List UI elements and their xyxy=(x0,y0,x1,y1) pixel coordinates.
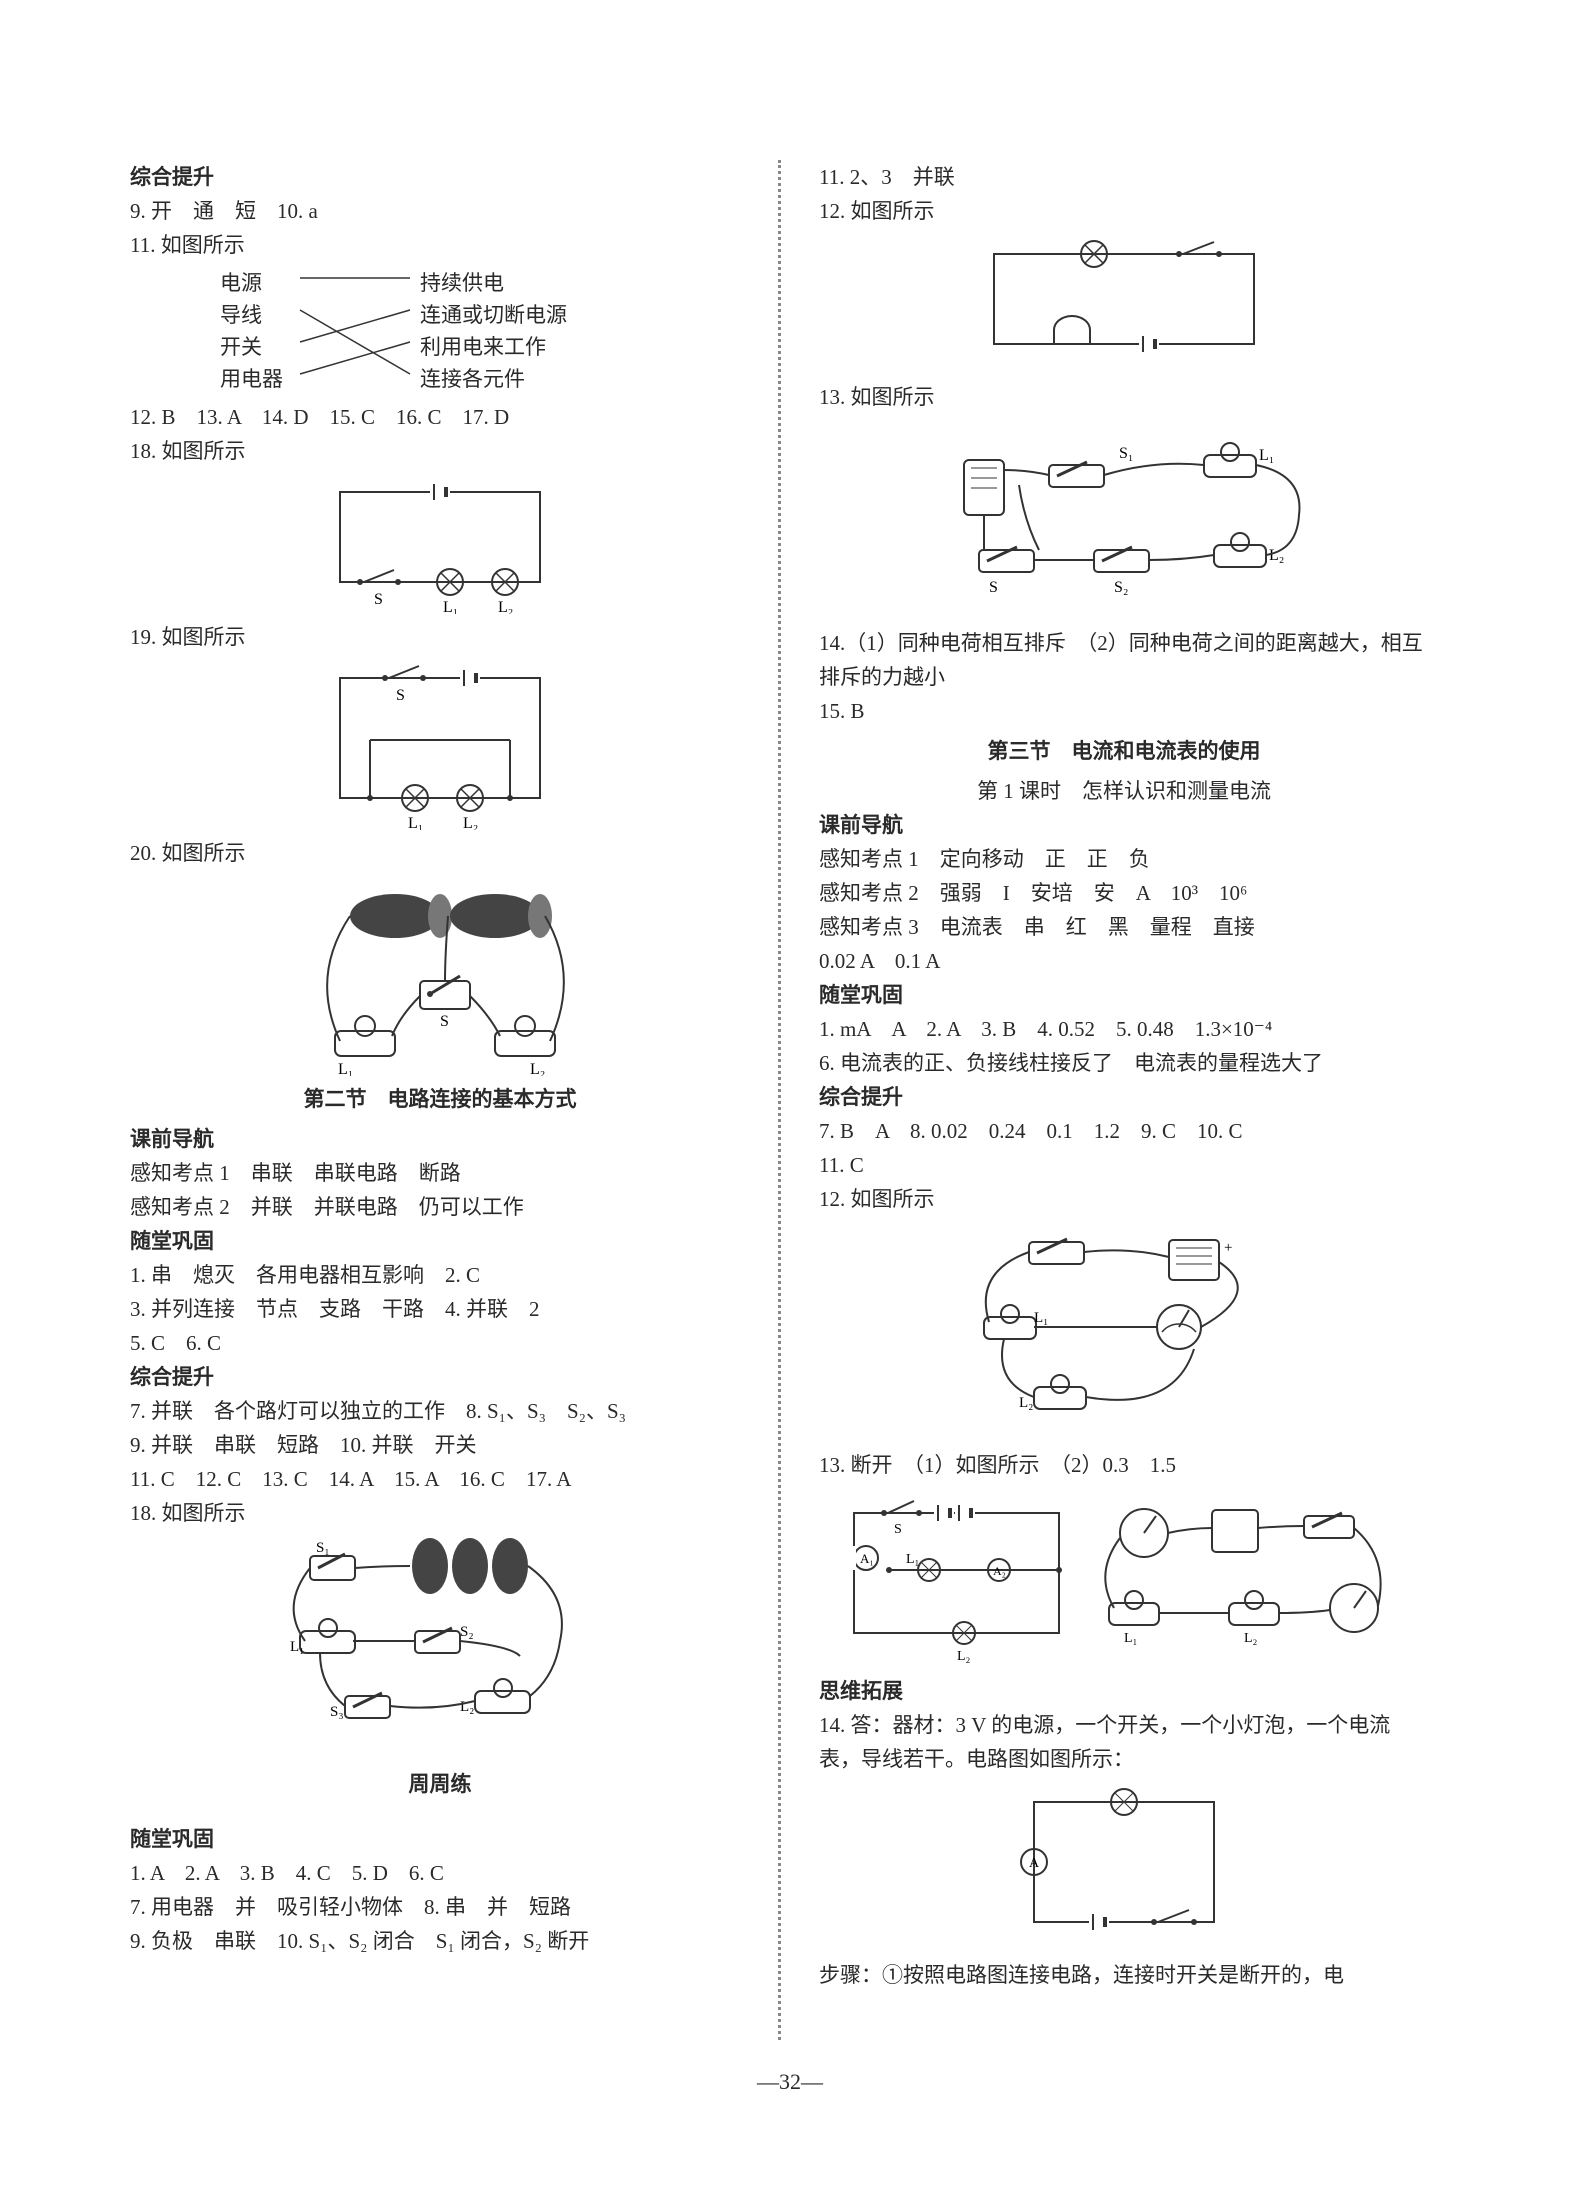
circuit-fig19: S L₁ L₂ xyxy=(310,660,570,830)
zz9: 9. 负极 串联 10. S₁、S₂ 闭合 S₁ 闭合，S₂ 断开 xyxy=(130,1924,750,1958)
zt11: 11. C xyxy=(819,1148,1429,1182)
column-divider xyxy=(778,160,781,2040)
zt12: 12. 如图所示 xyxy=(819,1182,1429,1216)
sw-steps: 步骤：①按照电路图连接电路，连接时开关是断开的，电 xyxy=(819,1958,1429,1992)
s1: 1. 串 熄灭 各用电器相互影响 2. C xyxy=(130,1258,750,1292)
sw14: 14. 答：器材：3 V 的电源，一个开关，一个小灯泡，一个电流表，导线若干。电… xyxy=(819,1708,1429,1776)
zt7: 7. B A 8. 0.02 0.24 0.1 1.2 9. C 10. C xyxy=(819,1114,1429,1148)
match-left-1: 导线 xyxy=(220,298,262,332)
heading-zhts2: 综合提升 xyxy=(130,1360,750,1394)
circuit-zt12-pictorial: + L₁ L₂ xyxy=(934,1222,1314,1442)
z18: 18. 如图所示 xyxy=(130,1496,750,1530)
heading-kqdh: 课前导航 xyxy=(130,1122,750,1156)
svg-text:S: S xyxy=(894,1522,902,1537)
circuit-r13-pictorial: S₁ L₁ S S₂ L₂ xyxy=(919,420,1329,620)
svg-text:S₂: S₂ xyxy=(1114,579,1128,596)
match-right-3: 连接各元件 xyxy=(420,362,525,396)
svg-text:S₂: S₂ xyxy=(460,1624,474,1640)
svg-text:S₁: S₁ xyxy=(1119,445,1133,462)
match-diagram: 电源 导线 开关 用电器 持续供电 连通或切断电源 利用电来工作 连接各元件 xyxy=(220,266,580,396)
r-heading-stgg: 随堂巩固 xyxy=(819,978,1429,1012)
heading-stgg: 随堂巩固 xyxy=(130,1224,750,1258)
answer-20: 20. 如图所示 xyxy=(130,836,750,870)
match-left-3: 用电器 xyxy=(220,362,283,396)
svg-text:A₂: A₂ xyxy=(993,1564,1006,1578)
z7: 7. 并联 各个路灯可以独立的工作 8. S₁、S₃ S₂、S₃ xyxy=(130,1394,750,1428)
svg-text:L₂: L₂ xyxy=(957,1649,971,1664)
svg-text:L₂: L₂ xyxy=(530,1061,545,1076)
r14: 14.（1）同种电荷相互排斥 （2）同种电荷之间的距离越大，相互排斥的力越小 xyxy=(819,626,1429,694)
circuit-sw14: A xyxy=(1004,1782,1244,1952)
zzl-title: 周周练 xyxy=(130,1767,750,1801)
section3-title: 第三节 电流和电流表的使用 xyxy=(819,734,1429,768)
k3b: 0.02 A 0.1 A xyxy=(819,944,1429,978)
svg-text:L₁: L₁ xyxy=(408,815,423,830)
svg-text:S: S xyxy=(440,1013,449,1030)
heading-zzl-stgg: 随堂巩固 xyxy=(130,1822,750,1856)
svg-text:L₁: L₁ xyxy=(290,1639,304,1655)
match-right-2: 利用电来工作 xyxy=(420,330,546,364)
s3: 3. 并列连接 节点 支路 干路 4. 并联 2 xyxy=(130,1292,750,1326)
match-right-0: 持续供电 xyxy=(420,266,504,300)
heading-zhts: 综合提升 xyxy=(130,160,750,194)
svg-text:L₁: L₁ xyxy=(1259,447,1274,464)
r12: 12. 如图所示 xyxy=(819,194,1429,228)
z9: 9. 并联 串联 短路 10. 并联 开关 xyxy=(130,1428,750,1462)
svg-text:S: S xyxy=(989,579,998,596)
answer-9-10: 9. 开 通 短 10. a xyxy=(130,194,750,228)
svg-text:A₁: A₁ xyxy=(860,1551,874,1566)
svg-text:S₁: S₁ xyxy=(316,1540,330,1556)
svg-text:L₂: L₂ xyxy=(1244,1631,1258,1646)
svg-text:L₂: L₂ xyxy=(498,599,513,614)
svg-text:A: A xyxy=(1029,1856,1040,1871)
svg-text:L₂: L₂ xyxy=(1019,1395,1033,1411)
heading-swtz: 思维拓展 xyxy=(819,1674,1429,1708)
circuit-fig18: S L₁ L₂ xyxy=(310,474,570,614)
k3: 感知考点 3 电流表 串 红 黑 量程 直接 xyxy=(819,910,1429,944)
svg-text:S: S xyxy=(396,687,405,704)
z11: 11. C 12. C 13. C 14. A 15. A 16. C 17. … xyxy=(130,1462,750,1496)
answer-19: 19. 如图所示 xyxy=(130,620,750,654)
svg-text:L₂: L₂ xyxy=(463,815,478,830)
svg-text:L₁: L₁ xyxy=(443,599,458,614)
section3-sub: 第 1 课时 怎样认识和测量电流 xyxy=(819,774,1429,808)
zz7: 7. 用电器 并 吸引轻小物体 8. 串 并 短路 xyxy=(130,1890,750,1924)
r-heading-kqdh: 课前导航 xyxy=(819,808,1429,842)
svg-text:L₁: L₁ xyxy=(1124,1631,1137,1646)
page-number: —32— xyxy=(0,2069,1580,2095)
circuit-r12 xyxy=(964,234,1284,374)
answer-11: 11. 如图所示 xyxy=(130,228,750,262)
st1: 1. mA A 2. A 3. B 4. 0.52 5. 0.48 1.3×10… xyxy=(819,1012,1429,1046)
zt13: 13. 断开 （1）如图所示 （2）0.3 1.5 xyxy=(819,1448,1429,1482)
kd1: 感知考点 1 串联 串联电路 断路 xyxy=(130,1156,750,1190)
circuit-figz18-pictorial: S₁ L₁ S₂ S₃ L₂ xyxy=(260,1536,620,1746)
match-right-1: 连通或切断电源 xyxy=(420,298,567,332)
section2-title: 第二节 电路连接的基本方式 xyxy=(130,1082,750,1116)
zz1: 1. A 2. A 3. B 4. C 5. D 6. C xyxy=(130,1856,750,1890)
r-heading-zhts: 综合提升 xyxy=(819,1080,1429,1114)
svg-text:S₃: S₃ xyxy=(330,1704,344,1720)
match-lines-icon xyxy=(280,266,420,396)
svg-text:+: + xyxy=(1224,1240,1232,1256)
answer-18: 18. 如图所示 xyxy=(130,434,750,468)
circuit-fig20-pictorial: S L₁ L₂ xyxy=(280,876,600,1076)
r11: 11. 2、3 并联 xyxy=(819,160,1429,194)
answer-12-17: 12. B 13. A 14. D 15. C 16. C 17. D xyxy=(130,400,750,434)
match-left-0: 电源 xyxy=(220,266,262,300)
k2: 感知考点 2 强弱 I 安培 安 A 10³ 10⁶ xyxy=(819,876,1429,910)
r15: 15. B xyxy=(819,694,1429,728)
s5: 5. C 6. C xyxy=(130,1326,750,1360)
k1: 感知考点 1 定向移动 正 正 负 xyxy=(819,842,1429,876)
match-left-2: 开关 xyxy=(220,330,262,364)
svg-text:L₁: L₁ xyxy=(338,1061,353,1076)
circuit-zt13: A₁ S L₁ A₂ L₂ L₁ L₂ xyxy=(834,1488,1414,1668)
kd2: 感知考点 2 并联 并联电路 仍可以工作 xyxy=(130,1190,750,1224)
svg-text:L₁: L₁ xyxy=(1034,1310,1048,1326)
svg-text:L₁: L₁ xyxy=(906,1552,919,1567)
r13: 13. 如图所示 xyxy=(819,380,1429,414)
svg-text:S: S xyxy=(374,591,383,608)
st6: 6. 电流表的正、负接线柱接反了 电流表的量程选大了 xyxy=(819,1046,1429,1080)
